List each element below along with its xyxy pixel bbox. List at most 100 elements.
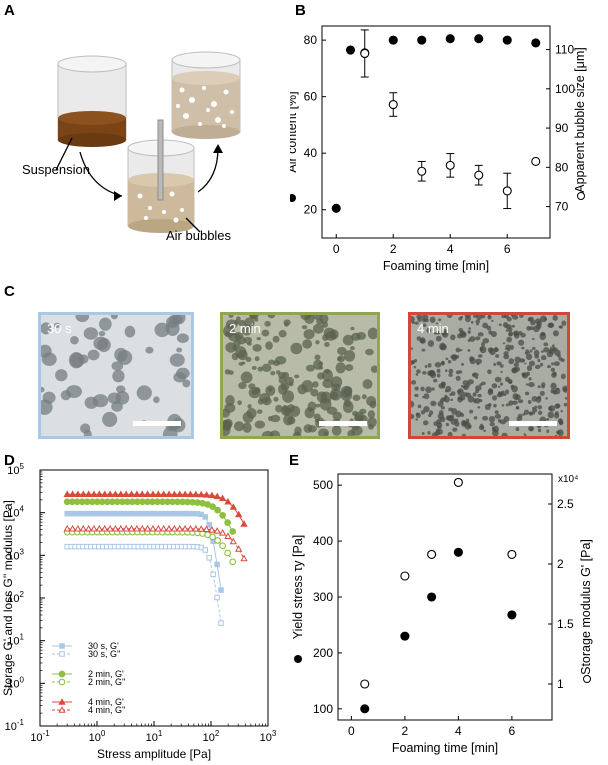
bubble xyxy=(504,376,511,382)
bubble xyxy=(501,432,508,436)
bubble xyxy=(561,320,567,326)
bubble xyxy=(548,406,553,411)
bubble xyxy=(415,412,421,419)
bubble xyxy=(477,332,484,337)
bubble xyxy=(303,329,315,340)
bubble xyxy=(321,321,329,328)
bubble xyxy=(270,371,276,376)
data-point xyxy=(331,203,341,213)
legend: 30 s, G'30 s, G'' 2 min, G'2 min, G'' 4 mi… xyxy=(52,641,126,715)
bubble xyxy=(433,378,438,383)
data-point xyxy=(111,490,120,498)
bubble xyxy=(244,317,255,329)
y-right-tick-label: 90 xyxy=(555,121,569,135)
bubble xyxy=(281,382,290,391)
bubble xyxy=(523,433,526,436)
data-point xyxy=(209,533,216,541)
bubble xyxy=(317,372,325,380)
bubble xyxy=(562,387,567,393)
bubble xyxy=(294,374,300,379)
bubble xyxy=(480,425,485,429)
data-point xyxy=(400,631,410,641)
bubble xyxy=(416,315,423,320)
data-point xyxy=(209,503,216,510)
bubble xyxy=(494,376,502,383)
bubble xyxy=(440,343,447,351)
bubble xyxy=(504,347,508,350)
data-point xyxy=(388,35,398,45)
bubble xyxy=(444,369,448,373)
micrograph-time-label: 30 s xyxy=(47,321,72,336)
bubble xyxy=(464,316,471,323)
bubble xyxy=(516,405,520,409)
bubble xyxy=(315,403,321,408)
bubble xyxy=(518,399,524,404)
chart-yield-stress: 0 2 4 6 100 200 300 400 500 1 1.5 2 2.5 x10⁴ Foaming t… xyxy=(291,473,593,755)
data-point xyxy=(206,555,212,561)
bubble xyxy=(522,359,525,362)
bubble xyxy=(511,385,518,393)
bubble xyxy=(423,393,430,400)
bubble xyxy=(557,354,561,358)
data-point xyxy=(218,494,227,502)
bubble xyxy=(496,361,502,366)
bubble xyxy=(83,429,92,436)
bubble xyxy=(550,382,557,390)
bubble xyxy=(254,356,260,362)
bubble xyxy=(481,315,486,319)
bubble xyxy=(521,372,529,379)
bubble xyxy=(411,347,413,351)
data-point xyxy=(214,561,220,568)
bubble xyxy=(541,350,544,353)
bubble xyxy=(430,400,437,407)
bubble xyxy=(511,367,517,373)
bubble xyxy=(512,393,519,400)
panel-label-d: D xyxy=(4,452,15,469)
data-point xyxy=(59,651,65,657)
y-right-tick-label: 70 xyxy=(555,200,569,214)
data-point xyxy=(502,186,512,196)
data-point xyxy=(186,524,195,532)
bubble xyxy=(559,325,563,329)
bubble xyxy=(41,344,52,358)
bubble xyxy=(343,386,353,396)
series-4 xyxy=(63,490,248,527)
data-point xyxy=(224,532,232,539)
bubble xyxy=(110,315,118,320)
bubble xyxy=(233,421,245,432)
bubble xyxy=(313,359,323,370)
bubble xyxy=(369,400,377,409)
y-tick-label: 300 xyxy=(313,590,333,604)
bubble xyxy=(411,359,416,364)
bubble xyxy=(540,331,546,337)
bubble xyxy=(257,366,264,372)
bubble xyxy=(508,400,514,406)
bubble xyxy=(469,336,476,342)
label-suspension: Suspension xyxy=(22,162,90,177)
bubble xyxy=(505,329,509,332)
plot-frame xyxy=(337,473,553,721)
bubble xyxy=(370,365,377,373)
bubble xyxy=(483,429,486,432)
bubble xyxy=(508,380,513,385)
micrograph-30s: 30 s xyxy=(38,312,194,439)
bubble xyxy=(455,410,462,418)
data-point xyxy=(192,525,200,532)
bubble xyxy=(429,316,436,323)
bubble xyxy=(543,342,549,347)
bubble xyxy=(506,336,513,343)
bubble xyxy=(435,335,442,342)
bubble xyxy=(533,349,540,357)
bubble xyxy=(362,379,373,390)
data-point xyxy=(90,490,98,498)
data-point xyxy=(143,524,152,532)
bubble xyxy=(337,346,347,356)
data-point xyxy=(445,160,455,170)
data-point xyxy=(213,527,221,534)
bubble xyxy=(354,414,363,423)
data-point xyxy=(229,537,237,545)
bubble xyxy=(521,346,525,350)
bubble xyxy=(111,401,123,412)
bubble xyxy=(342,401,354,414)
y-right-tick-label: 80 xyxy=(555,160,569,174)
